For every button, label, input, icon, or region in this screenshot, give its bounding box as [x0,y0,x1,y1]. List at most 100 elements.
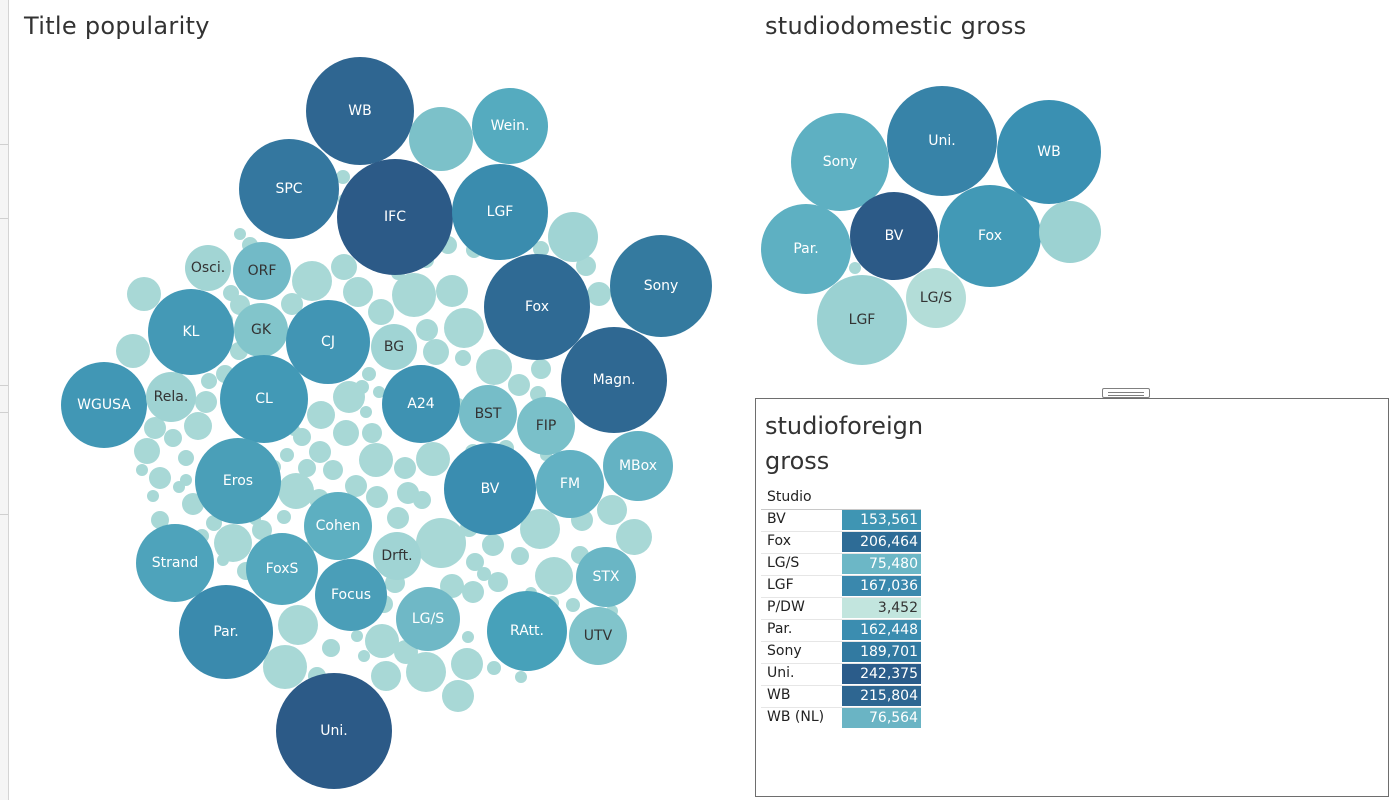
small-bubble[interactable] [195,391,217,413]
bubble-lg-s[interactable] [396,587,460,651]
small-bubble[interactable] [307,401,335,429]
domestic-bubble-par[interactable] [761,204,851,294]
small-bubble[interactable] [180,474,192,486]
small-bubble[interactable] [277,510,291,524]
small-bubble[interactable] [365,624,399,658]
small-bubble[interactable] [362,367,376,381]
small-bubble[interactable] [416,442,450,476]
small-bubble[interactable] [466,553,484,571]
small-bubble[interactable] [323,460,343,480]
bubble-bg[interactable] [371,324,417,370]
small-bubble[interactable] [416,319,438,341]
bubble-wein[interactable] [472,88,548,164]
small-bubble[interactable] [462,631,474,643]
table-row[interactable]: P/DW 3,452 [761,597,921,619]
table-row[interactable]: Par. 162,448 [761,619,921,641]
bubble-unlabeled[interactable] [548,212,598,262]
bubble-orf[interactable] [233,242,291,300]
small-bubble[interactable] [423,339,449,365]
bubble-osci[interactable] [185,245,231,291]
small-bubble[interactable] [331,254,357,280]
bubble-magn[interactable] [561,327,667,433]
foreign-gross-value[interactable]: 162,448 [842,620,921,640]
small-bubble[interactable] [280,448,294,462]
small-bubble[interactable] [520,509,560,549]
bubble-rela[interactable] [146,372,196,422]
small-bubble[interactable] [147,490,159,502]
small-bubble[interactable] [234,228,246,240]
domestic-bubble-bv[interactable] [850,192,938,280]
domestic-bubble-lgf[interactable] [817,275,907,365]
bubble-sony[interactable] [610,235,712,337]
small-bubble[interactable] [305,615,317,627]
small-bubble[interactable] [392,273,436,317]
small-bubble[interactable] [511,547,529,565]
small-bubble[interactable] [278,473,314,509]
small-bubble[interactable] [362,423,382,443]
bubble-strand[interactable] [136,524,214,602]
domestic-small-bubble[interactable] [849,262,861,274]
small-bubble[interactable] [127,277,161,311]
bubble-bv[interactable] [444,443,536,535]
domestic-bubble-wb[interactable] [997,100,1101,204]
small-bubble[interactable] [178,450,194,466]
small-bubble[interactable] [116,334,150,368]
bubble-fox[interactable] [484,254,590,360]
small-bubble[interactable] [149,467,171,489]
bubble-focus[interactable] [315,559,387,631]
small-bubble[interactable] [263,645,307,689]
small-bubble[interactable] [223,285,239,301]
small-bubble[interactable] [477,567,491,581]
bubble-foxs[interactable] [246,533,318,605]
small-bubble[interactable] [201,373,217,389]
foreign-gross-value[interactable]: 76,564 [842,708,921,728]
bubble-wb[interactable] [306,57,414,165]
foreign-gross-value[interactable]: 167,036 [842,576,921,596]
small-bubble[interactable] [278,605,318,645]
foreign-gross-value[interactable]: 206,464 [842,532,921,552]
small-bubble[interactable] [184,412,212,440]
small-bubble[interactable] [436,275,468,307]
bubble-stx[interactable] [576,547,636,607]
studio-column-header[interactable]: Studio [767,489,812,505]
small-bubble[interactable] [444,308,484,348]
small-bubble[interactable] [358,650,370,662]
small-bubble[interactable] [151,511,169,529]
bubble-cj[interactable] [286,300,370,384]
small-bubble[interactable] [515,671,527,683]
foreign-gross-value[interactable]: 75,480 [842,554,921,574]
small-bubble[interactable] [359,443,393,477]
small-bubble[interactable] [373,386,385,398]
small-bubble[interactable] [533,241,549,257]
small-bubble[interactable] [482,534,504,556]
bubble-bst[interactable] [459,385,517,443]
domestic-bubble-lg-s[interactable] [906,268,966,328]
small-bubble[interactable] [281,293,303,315]
small-bubble[interactable] [462,581,484,603]
small-bubble[interactable] [217,554,229,566]
bubble-utv[interactable] [569,607,627,665]
small-bubble[interactable] [309,441,331,463]
bubble-spc[interactable] [239,139,339,239]
small-bubble[interactable] [394,457,416,479]
small-bubble[interactable] [182,493,204,515]
small-bubble[interactable] [535,557,573,595]
small-bubble[interactable] [144,417,166,439]
domestic-bubble-sony[interactable] [791,113,889,211]
bubble-gk[interactable] [234,303,288,357]
small-bubble[interactable] [566,598,580,612]
small-bubble[interactable] [416,518,466,568]
small-bubble[interactable] [134,438,160,464]
panel-resize-handle[interactable] [1102,388,1150,398]
small-bubble[interactable] [333,420,359,446]
small-bubble[interactable] [476,349,512,385]
table-row[interactable]: LG/S 75,480 [761,553,921,575]
small-bubble[interactable] [351,630,363,642]
small-bubble[interactable] [451,648,483,680]
bubble-ratt[interactable] [487,591,567,671]
small-bubble[interactable] [413,491,431,509]
foreign-gross-value[interactable]: 215,804 [842,686,921,706]
bubble-ifc[interactable] [337,159,453,275]
small-bubble[interactable] [616,519,652,555]
foreign-gross-value[interactable]: 189,701 [842,642,921,662]
